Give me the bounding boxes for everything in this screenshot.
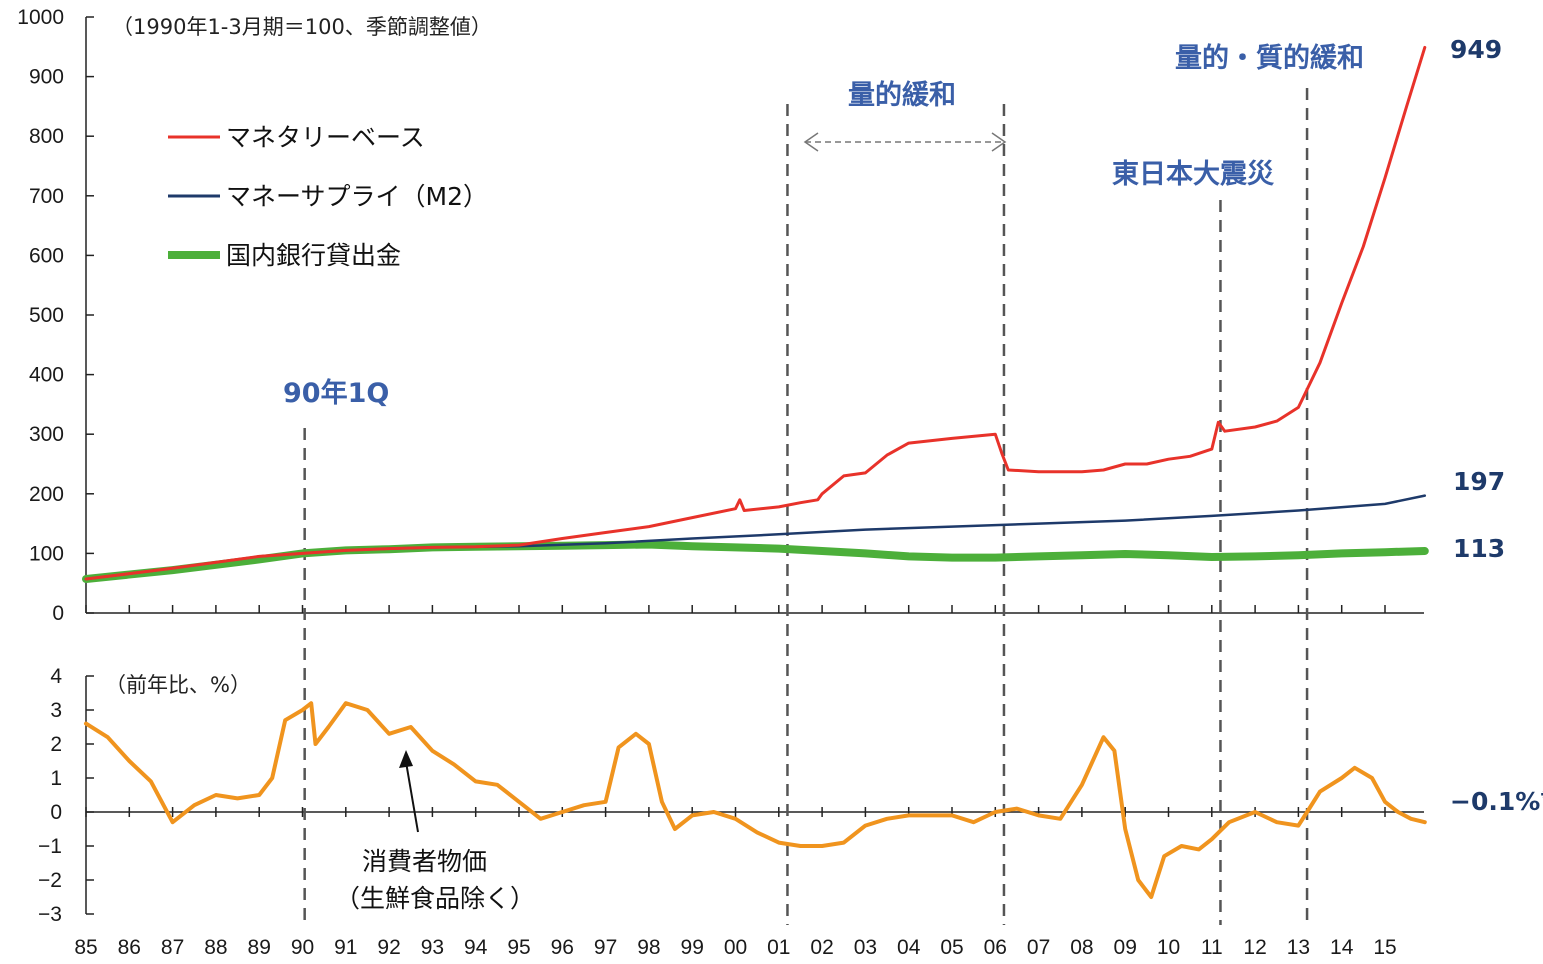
x-tick-label: 01: [767, 936, 790, 959]
x-axis: 85 86 87 88 89 90 91 92 93 94 95 96 97 98 99 00 01 02 03 04…: [74, 605, 1397, 959]
bottom-y-tick-label: −2: [38, 869, 62, 892]
x-tick-label: 02: [810, 936, 833, 959]
x-tick-label: 86: [118, 936, 141, 959]
x-tick-label: 87: [161, 936, 184, 959]
annotation-90q1: 90年1Q: [283, 377, 389, 409]
top-y-tick-label: 900: [29, 66, 64, 89]
bottom-y-tick-label: −3: [38, 903, 62, 926]
x-tick-label: 89: [248, 936, 271, 959]
top-y-tick-label: 800: [29, 125, 64, 148]
x-tick-label: 85: [74, 936, 97, 959]
bottom-y-tick-label: 4: [50, 665, 62, 688]
x-tick-label: 93: [421, 936, 444, 959]
x-tick-label: 00: [724, 936, 747, 959]
x-tick-label: 97: [594, 936, 617, 959]
x-tick-label: 92: [377, 936, 400, 959]
top-series: [82, 45, 1429, 583]
x-tick-label: 08: [1070, 936, 1093, 959]
x-tick-label: 99: [681, 936, 704, 959]
x-tick-label: 12: [1243, 936, 1266, 959]
x-tick-label: 07: [1027, 936, 1050, 959]
x-tick-label: 98: [637, 936, 660, 959]
annotation-qqe: 量的・質的緩和: [1175, 42, 1364, 74]
top-y-tick-label: 1000: [17, 6, 64, 29]
end-label-monetary-base: 949: [1450, 35, 1502, 64]
bank-lending-line: [82, 540, 1429, 583]
bottom-unit-note: （前年比、%）: [105, 673, 251, 697]
top-y-tick-label: 400: [29, 364, 64, 387]
x-tick-label: 11: [1201, 936, 1223, 959]
bottom-y-tick-label: 3: [50, 699, 62, 722]
bottom-y-axis: −3 −2 −1 0 1 2 3 4: [38, 665, 1424, 926]
x-tick-label: 04: [897, 936, 921, 959]
x-tick-label: 91: [334, 936, 357, 959]
top-y-tick-label: 500: [29, 304, 64, 327]
top-unit-note: （1990年1-3月期＝100、季節調整値）: [112, 15, 492, 39]
event-lines: [303, 88, 1309, 925]
x-tick-label: 09: [1114, 936, 1137, 959]
cpi-label-line2: （生鮮食品除く）: [335, 884, 535, 913]
bottom-y-tick-label: −1: [38, 835, 62, 858]
top-y-tick-label: 700: [29, 185, 64, 208]
cpi-line: [84, 701, 1427, 899]
legend-label-m2: マネーサプライ（M2）: [226, 182, 488, 211]
annotation-qe: 量的緩和: [848, 79, 956, 111]
top-y-tick-label: 100: [29, 542, 64, 565]
legend-label-monetary-base: マネタリーベース: [226, 123, 425, 152]
bottom-y-tick-label: 2: [50, 733, 62, 756]
annotation-earthquake: 東日本大震災: [1112, 159, 1275, 190]
top-y-tick-label: 0: [52, 602, 64, 625]
cpi-label-line1: 消費者物価: [362, 847, 487, 876]
top-y-tick-label: 300: [29, 423, 64, 446]
x-tick-label: 94: [464, 936, 488, 959]
x-tick-label: 10: [1157, 936, 1180, 959]
top-y-axis: 0 100 200 300 400 500 600 700 800 900 1000: [17, 6, 1424, 625]
x-tick-label: 03: [854, 936, 877, 959]
bottom-y-tick-label: 1: [50, 767, 62, 790]
monetary-base-line: [84, 45, 1427, 581]
x-tick-label: 14: [1330, 936, 1354, 959]
end-label-m2: 197: [1453, 467, 1505, 496]
legend: マネタリーベース マネーサプライ（M2） 国内銀行貸出金: [168, 123, 488, 270]
x-tick-label: 95: [507, 936, 530, 959]
x-tick-label: 90: [291, 936, 314, 959]
x-tick-label: 06: [984, 936, 1007, 959]
x-tick-label: 88: [204, 936, 227, 959]
cpi-arrow: [399, 750, 419, 833]
x-tick-label: 96: [551, 936, 574, 959]
end-label-bank-lending: 113: [1453, 534, 1505, 563]
x-tick-label: 05: [940, 936, 963, 959]
legend-label-bank-lending: 国内銀行貸出金: [226, 241, 401, 270]
x-tick-label: 13: [1287, 936, 1310, 959]
qe-range-arrow: [803, 132, 1007, 152]
x-tick-label: 15: [1373, 936, 1396, 959]
end-label-cpi: −0.1%※: [1450, 787, 1543, 816]
bottom-series: [84, 701, 1427, 899]
top-y-tick-label: 600: [29, 244, 64, 267]
top-y-tick-label: 200: [29, 483, 64, 506]
bottom-y-tick-label: 0: [50, 801, 62, 824]
